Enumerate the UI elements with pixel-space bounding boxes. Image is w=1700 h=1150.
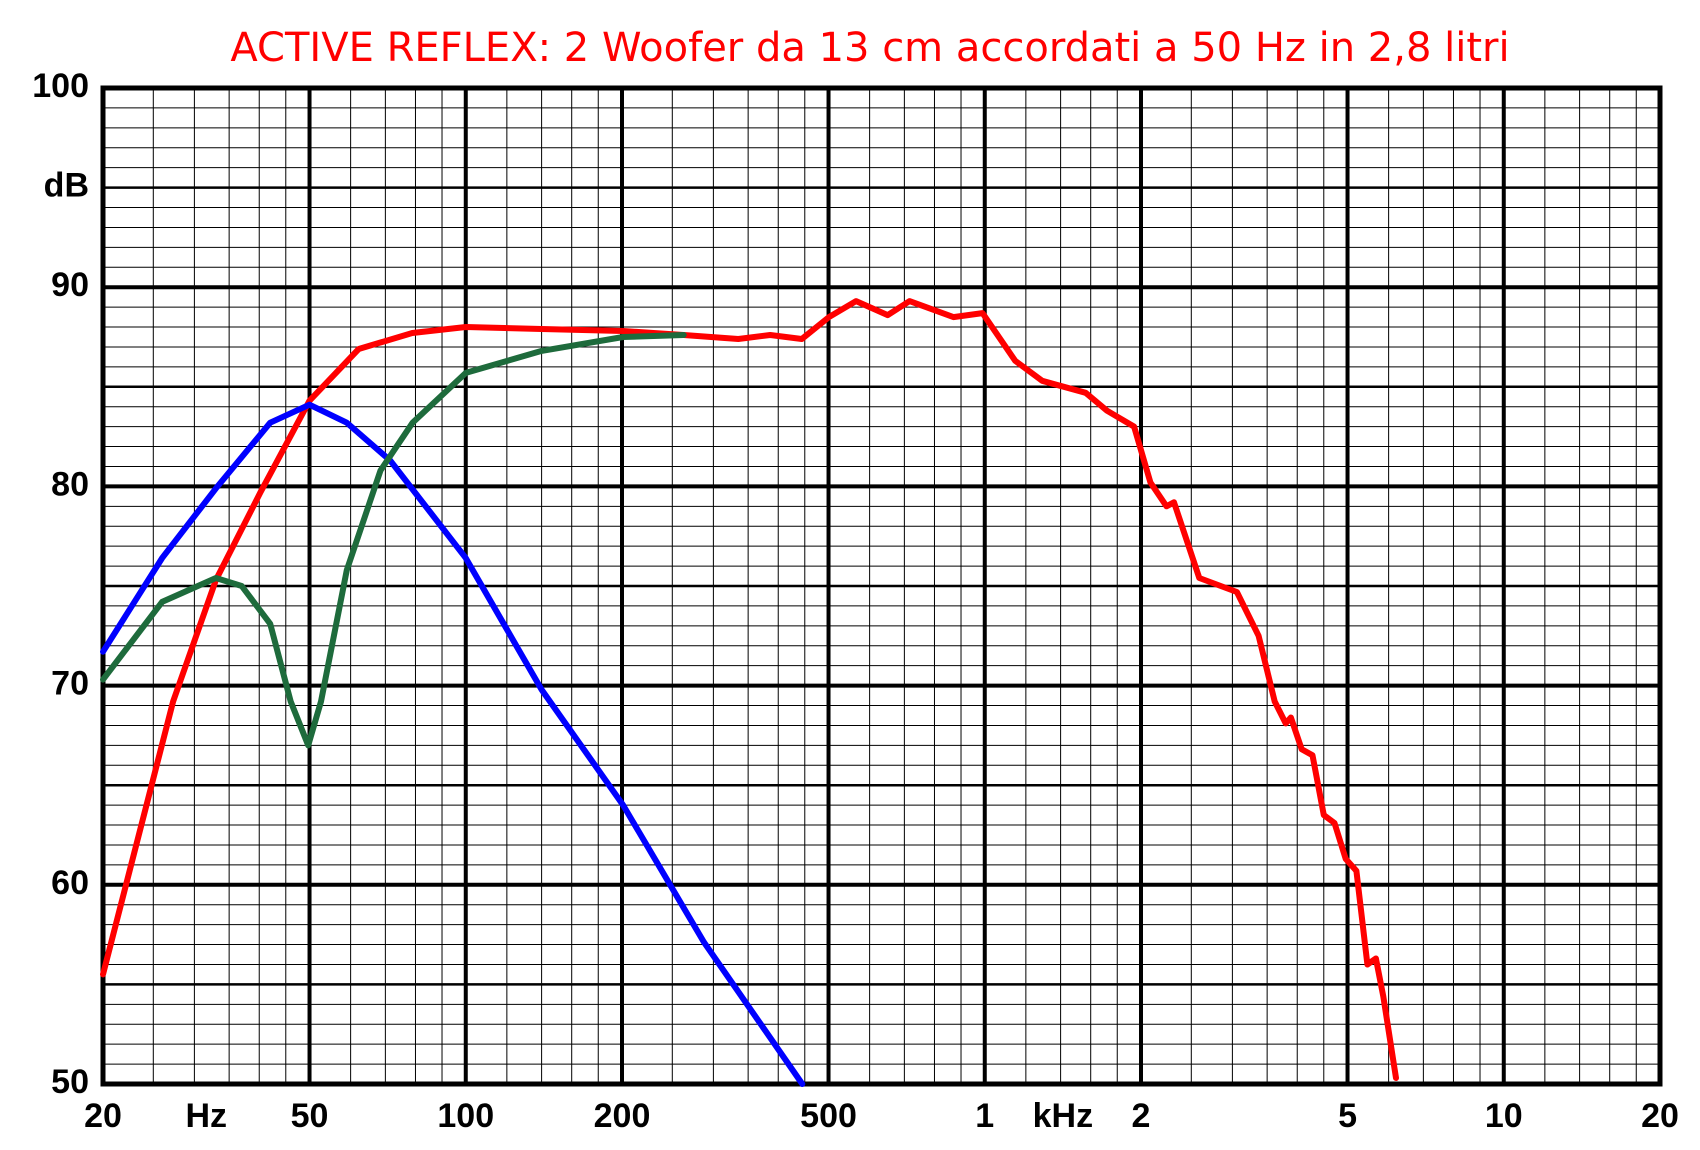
y-tick-label: 90 (51, 266, 89, 304)
y-tick-label: 70 (51, 665, 89, 703)
x-tick-label: 2 (1132, 1097, 1151, 1135)
y-tick-label: 60 (51, 864, 89, 902)
x-tick-label: 500 (800, 1097, 857, 1135)
series-line (100, 332, 687, 749)
y-tick-label: 100 (32, 67, 89, 105)
x-tick-label: 20 (1641, 1097, 1679, 1135)
x-tick-label: 20 (84, 1097, 122, 1135)
x-tick-label: 200 (594, 1097, 651, 1135)
y-axis-label: dB (44, 167, 89, 205)
x-tick-label: 100 (437, 1097, 494, 1135)
series-line (100, 298, 1399, 1081)
x-tick-label: 1 (975, 1097, 994, 1135)
series-line (100, 401, 806, 1087)
x-tick-label: 50 (291, 1097, 329, 1135)
y-tick-label: 80 (51, 465, 89, 503)
x-tick-label: 5 (1338, 1097, 1357, 1135)
x-unit-label: Hz (185, 1097, 227, 1135)
chart-title: ACTIVE REFLEX: 2 Woofer da 13 cm accorda… (230, 25, 1509, 71)
x-tick-label: 10 (1485, 1097, 1523, 1135)
y-tick-label: 50 (51, 1063, 89, 1101)
x-unit-label: kHz (1033, 1097, 1093, 1135)
plot-frame (100, 85, 1663, 1087)
